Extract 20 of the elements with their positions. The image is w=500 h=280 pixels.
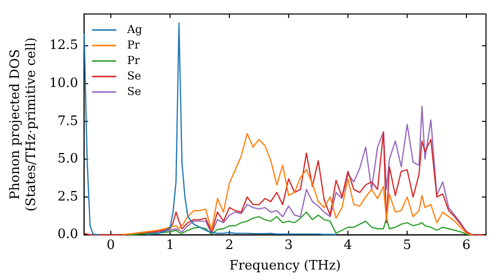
x-tick-label: 6 — [462, 238, 471, 253]
x-tick-label: 0 — [106, 238, 115, 253]
y-tick-label: 12.5 — [49, 38, 78, 54]
y-tick-label: 10.0 — [49, 76, 78, 91]
y-tick-label: 0.0 — [57, 227, 78, 242]
legend-label: Pr — [127, 54, 141, 67]
y-tick-label: 5.0 — [57, 152, 78, 167]
y-tick-label: 7.5 — [57, 114, 78, 129]
x-tick-label: 4 — [344, 238, 352, 253]
x-tick-label: 3 — [284, 238, 293, 253]
x-tick-label: 5 — [403, 238, 412, 253]
legend-label: Se — [127, 84, 142, 98]
legend-label: Ag — [126, 22, 142, 36]
x-tick-label: 2 — [225, 238, 234, 253]
legend-label: Se — [127, 69, 142, 82]
y-tick-label: 2.5 — [57, 189, 78, 204]
x-axis-title: Frequency (THz) — [229, 258, 341, 274]
x-tick-label: 1 — [166, 238, 174, 253]
y-axis-title: Phonon projected DOS (States/THz·primitive cell) — [8, 37, 39, 212]
legend-label: Pr — [127, 38, 141, 52]
